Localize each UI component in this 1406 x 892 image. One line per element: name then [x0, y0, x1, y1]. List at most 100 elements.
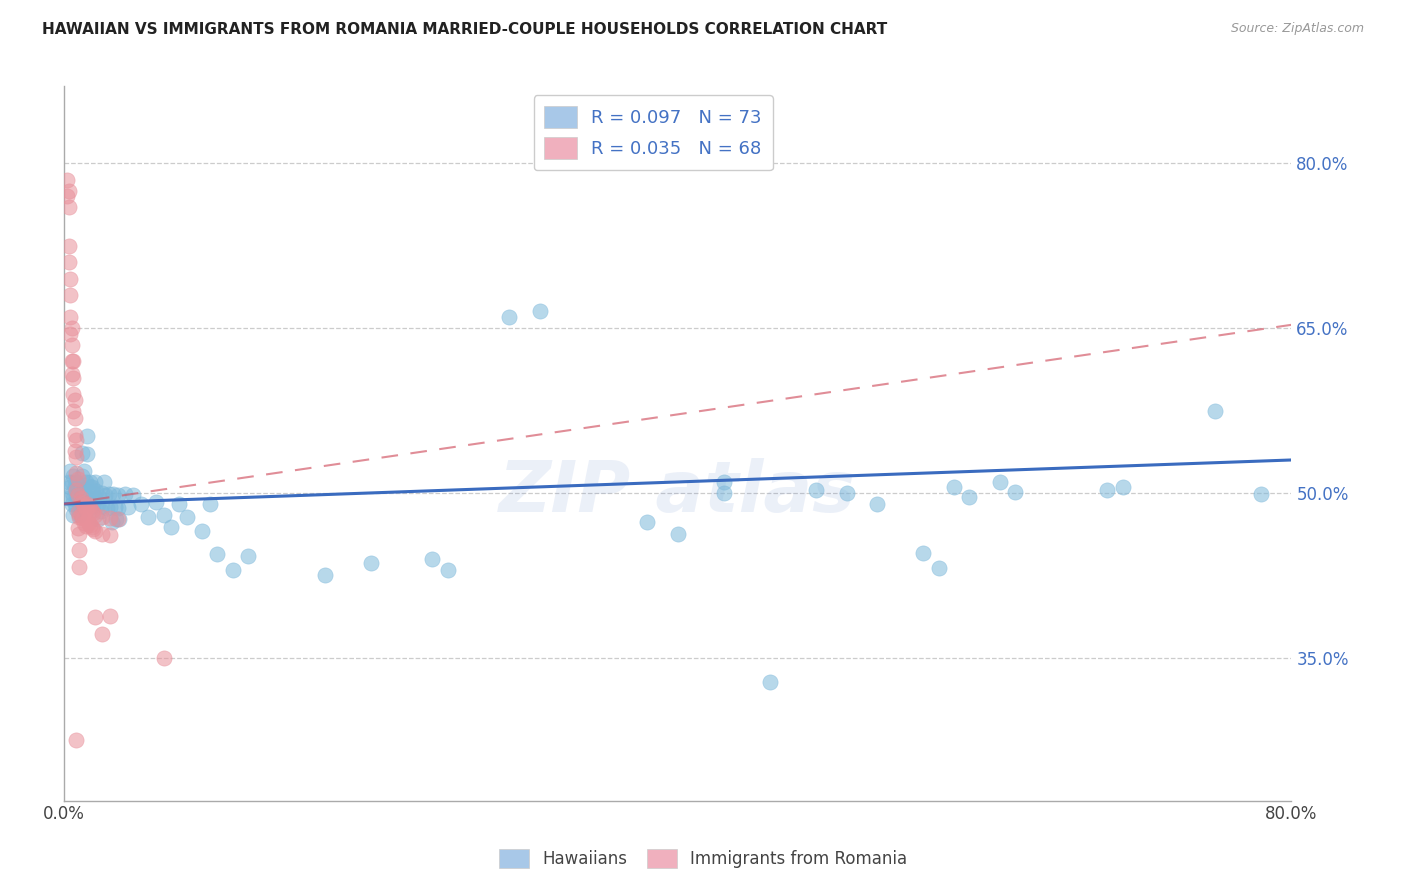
Point: [928, 560, 950, 574]
Point: [66, 494, 89, 508]
Point: [72, 511, 94, 525]
Point: [76, 448, 98, 462]
Point: [60, 321, 83, 335]
Point: [60, 486, 83, 500]
Point: [59, 310, 82, 325]
Point: [80, 520, 103, 534]
Text: HAWAIIAN VS IMMIGRANTS FROM ROMANIA MARRIED-COUPLE HOUSEHOLDS CORRELATION CHART: HAWAIIAN VS IMMIGRANTS FROM ROMANIA MARR…: [42, 22, 887, 37]
Point: [713, 475, 735, 489]
Point: [65, 502, 87, 516]
Point: [65, 488, 87, 502]
Point: [100, 515, 122, 529]
Point: [73, 516, 96, 530]
Point: [1204, 403, 1226, 417]
Point: [75, 519, 97, 533]
Point: [62, 387, 84, 401]
Point: [176, 510, 198, 524]
Point: [107, 501, 129, 516]
Point: [58, 200, 80, 214]
Point: [73, 464, 96, 478]
Point: [87, 512, 110, 526]
Point: [222, 563, 245, 577]
Point: [87, 497, 110, 511]
Point: [98, 500, 121, 515]
Point: [66, 488, 89, 502]
Legend: Hawaiians, Immigrants from Romania: Hawaiians, Immigrants from Romania: [492, 842, 914, 875]
Point: [107, 512, 129, 526]
Point: [1250, 487, 1272, 501]
Point: [77, 479, 100, 493]
Point: [75, 502, 97, 516]
Point: [63, 392, 86, 407]
Point: [988, 475, 1011, 489]
Point: [107, 488, 129, 502]
Point: [108, 512, 131, 526]
Point: [91, 626, 114, 640]
Point: [67, 543, 90, 558]
Point: [160, 520, 183, 534]
Point: [63, 411, 86, 425]
Point: [90, 503, 112, 517]
Point: [59, 271, 82, 285]
Point: [83, 508, 105, 522]
Point: [67, 479, 90, 493]
Point: [79, 491, 101, 506]
Point: [62, 370, 84, 384]
Point: [436, 563, 458, 577]
Point: [59, 480, 82, 494]
Point: [666, 526, 689, 541]
Point: [114, 487, 136, 501]
Point: [72, 469, 94, 483]
Point: [835, 486, 858, 500]
Point: [62, 508, 84, 522]
Point: [152, 508, 174, 522]
Point: [70, 491, 93, 506]
Point: [759, 675, 782, 690]
Point: [82, 499, 104, 513]
Point: [129, 497, 152, 511]
Point: [636, 515, 658, 529]
Point: [529, 303, 551, 318]
Point: [62, 354, 84, 368]
Point: [80, 503, 103, 517]
Point: [83, 491, 105, 506]
Point: [79, 475, 101, 489]
Point: [713, 486, 735, 500]
Point: [82, 506, 104, 520]
Point: [59, 326, 82, 341]
Point: [70, 508, 93, 522]
Point: [84, 483, 107, 498]
Point: [98, 609, 121, 624]
Point: [60, 354, 83, 368]
Legend: R = 0.097   N = 73, R = 0.035   N = 68: R = 0.097 N = 73, R = 0.035 N = 68: [534, 95, 773, 170]
Point: [76, 513, 98, 527]
Point: [957, 491, 980, 505]
Point: [91, 499, 114, 513]
Point: [360, 556, 382, 570]
Point: [1112, 480, 1135, 494]
Point: [56, 189, 79, 203]
Point: [72, 446, 94, 460]
Point: [79, 517, 101, 532]
Point: [66, 472, 89, 486]
Point: [60, 497, 83, 511]
Point: [63, 480, 86, 494]
Point: [75, 475, 97, 489]
Point: [63, 497, 86, 511]
Point: [238, 549, 260, 563]
Point: [65, 433, 87, 447]
Point: [67, 492, 90, 507]
Point: [101, 487, 124, 501]
Point: [59, 464, 82, 478]
Point: [77, 499, 100, 513]
Point: [56, 173, 79, 187]
Point: [62, 491, 84, 506]
Point: [866, 497, 889, 511]
Point: [58, 238, 80, 252]
Point: [66, 483, 89, 498]
Point: [60, 368, 83, 382]
Point: [138, 510, 160, 524]
Point: [59, 288, 82, 302]
Point: [804, 483, 827, 497]
Point: [67, 526, 90, 541]
